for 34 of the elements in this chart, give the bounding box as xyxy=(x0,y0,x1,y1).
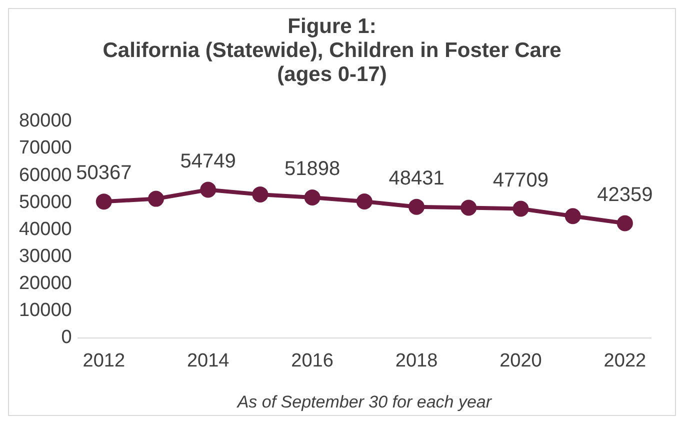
data-label: 42359 xyxy=(597,184,653,206)
point xyxy=(616,215,633,232)
y-tick-label: 30000 xyxy=(18,246,72,267)
y-tick-label: 60000 xyxy=(18,164,72,186)
y-tick-label: 10000 xyxy=(18,300,72,321)
data-label: 47709 xyxy=(492,169,549,192)
x-tick-label: 2018 xyxy=(395,350,438,372)
data-label: 48431 xyxy=(388,167,444,190)
x-tick-label: 2014 xyxy=(186,350,230,372)
y-tick-label: 20000 xyxy=(18,272,72,294)
point xyxy=(356,194,372,210)
y-tick-label: 80000 xyxy=(18,110,72,132)
point xyxy=(148,190,164,207)
point xyxy=(512,200,529,217)
y-tick-label: 70000 xyxy=(18,138,72,159)
x-axis-title: As of September 30 for each year xyxy=(236,392,493,412)
y-tick-label: 40000 xyxy=(18,218,72,240)
x-tick-label: 2020 xyxy=(500,350,542,372)
point xyxy=(304,189,320,206)
x-tick-label: 2016 xyxy=(291,350,334,372)
y-tick-label: 0 xyxy=(61,327,72,348)
chart-title: Figure 1: California (Statewide), Children in Foster Care (ages 0-17) xyxy=(102,14,562,86)
point xyxy=(408,198,425,215)
x-tick-label: 2012 xyxy=(82,350,126,372)
point xyxy=(460,200,477,216)
point xyxy=(200,182,216,198)
data-label: 50367 xyxy=(76,162,132,184)
point xyxy=(564,208,581,224)
point xyxy=(252,186,268,202)
data-label: 51898 xyxy=(284,158,340,180)
x-tick-label: 2022 xyxy=(604,350,646,372)
y-tick-label: 50000 xyxy=(18,192,72,213)
point xyxy=(96,194,112,210)
data-label: 54749 xyxy=(180,150,236,172)
